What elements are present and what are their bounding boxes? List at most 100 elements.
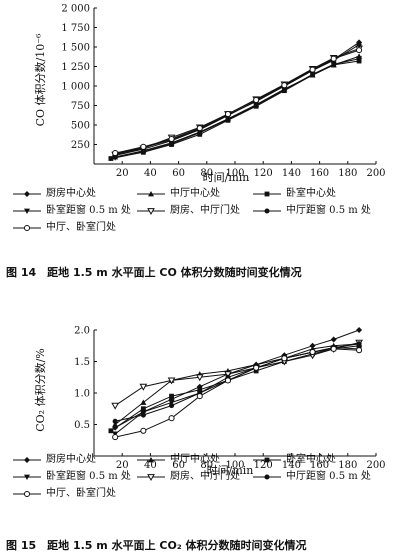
co-x-tick-label: 200 (366, 168, 385, 179)
co-data-point (140, 143, 147, 150)
co-x-tick-label: 80 (200, 168, 213, 179)
co2-y-tick-label: 0.5 (74, 420, 90, 431)
co2-data-point (253, 364, 260, 371)
co2-data-point (309, 342, 316, 349)
legend-marker (147, 473, 155, 481)
legend-item: 厨房中心处 (12, 188, 96, 200)
co-data-point (108, 156, 114, 161)
legend-item: 中厅距窗 0.5 m 处 (252, 471, 371, 483)
co2-data-point (196, 383, 203, 390)
legend-marker (24, 208, 30, 214)
co-series-line (115, 49, 360, 154)
co-x-tick-label: 120 (254, 168, 273, 179)
legend-label: 厨房中心处 (46, 188, 96, 199)
co-data-point (330, 55, 337, 62)
legend-item: 卧室距窗 0.5 m 处 (12, 471, 131, 483)
legend-label: 中厅距窗 0.5 m 处 (286, 471, 371, 482)
co2-x-tick-label: 20 (116, 460, 129, 471)
co2-x-tick-label: 100 (225, 460, 244, 471)
co-data-point (281, 87, 288, 93)
co-series-line (110, 60, 360, 159)
co-x-tick-label: 180 (338, 168, 357, 179)
co-series-line (115, 44, 360, 155)
co2-data-point (140, 412, 146, 418)
co-data-point (356, 42, 362, 48)
co2-data-point (108, 428, 114, 434)
co2-x-axis-label: 时间/min (207, 464, 254, 477)
legend-swatch (253, 473, 281, 480)
legend-item: 中厅、卧室门处 (12, 488, 116, 500)
legend-swatch (13, 474, 41, 480)
co2-series-line (110, 345, 360, 432)
co-x-tick-label: 60 (172, 168, 185, 179)
co-data-point (356, 56, 363, 62)
legend-label: 中厅距窗 0.5 m 处 (286, 205, 371, 216)
co2-y-tick-label: 1.0 (74, 389, 90, 400)
co-y-tick-label: 750 (71, 101, 90, 112)
co2-data-point (140, 409, 147, 415)
co2-data-point (330, 345, 337, 352)
co2-y-axis-label: CO₂ 体积分数/% (33, 348, 47, 432)
co2-x-tick-label: 200 (366, 460, 385, 471)
co2-series-line (115, 343, 360, 422)
co-data-point (309, 71, 316, 78)
legend-item: 卧室中心处 (252, 188, 336, 200)
co2-y-tick-label: 1.5 (74, 357, 90, 368)
co-data-point (196, 130, 203, 136)
legend-marker (147, 207, 155, 215)
co2-data-point (309, 349, 316, 356)
co2-data-point (197, 387, 203, 393)
co-data-point (309, 66, 316, 73)
co2-data-point (167, 377, 176, 385)
legend-marker (23, 490, 31, 497)
legend-marker (264, 457, 270, 462)
co2-data-point (356, 347, 363, 354)
co2-chart: CO₂ 体积分数/% 时间/min 20 40 60 80 100 120 140 160 18… (33, 326, 386, 478)
co2-data-point (112, 434, 119, 441)
legend-label: 卧室中心处 (286, 188, 336, 199)
co2-data-point (224, 371, 232, 379)
legend-item: 中厅距窗 0.5 m 处 (252, 205, 371, 217)
co2-data-point (140, 406, 146, 412)
co-x-axis-label: 时间/min (203, 171, 250, 184)
co2-data-point (111, 402, 119, 410)
co2-x-tick-label: 120 (254, 460, 273, 471)
co2-x-tick-label: 180 (338, 460, 357, 471)
co2-data-point (140, 399, 147, 405)
legend-swatch (137, 456, 165, 462)
co2-data-point (169, 403, 175, 409)
co-data-point (196, 125, 203, 132)
co2-data-point (224, 377, 231, 384)
co-y-tick-label: 1 250 (61, 62, 90, 73)
co2-series-line (114, 343, 360, 425)
co2-series-line (114, 329, 360, 429)
co-data-point (330, 61, 337, 68)
co-data-point (281, 82, 288, 89)
co-series-line (115, 58, 360, 159)
legend-item: 厨房中心处 (12, 454, 96, 466)
co2-series-line (114, 347, 360, 435)
co2-data-point (281, 352, 288, 359)
legend-swatch (13, 456, 41, 463)
legend-label: 卧室距窗 0.5 m 处 (46, 205, 131, 216)
legend-label: 卧室中心处 (286, 454, 336, 465)
legend-label: 厨房、中厅门处 (170, 471, 240, 482)
legend-label: 卧室距窗 0.5 m 处 (46, 471, 131, 482)
co2-y-tick-label: 2.0 (74, 326, 90, 337)
co2-x-tick-label: 40 (144, 460, 157, 471)
co-data-point (112, 150, 119, 157)
legend-item: 厨房、中厅门处 (136, 471, 240, 483)
co-y-axis-label: CO 体积分数/10⁻⁶ (33, 33, 47, 126)
co-y-tick-label: 250 (71, 140, 90, 151)
co2-data-point (168, 415, 175, 422)
legend-label: 厨房中心处 (46, 454, 96, 465)
co2-data-point (281, 355, 288, 362)
legend-swatch (253, 207, 281, 214)
legend-swatch (13, 208, 41, 214)
co-x-tick-label: 140 (282, 168, 301, 179)
co2-data-point (112, 418, 118, 424)
legend-swatch (13, 190, 41, 197)
co2-data-point (169, 393, 174, 399)
legend-marker (24, 474, 30, 480)
legend-swatch (253, 191, 281, 196)
